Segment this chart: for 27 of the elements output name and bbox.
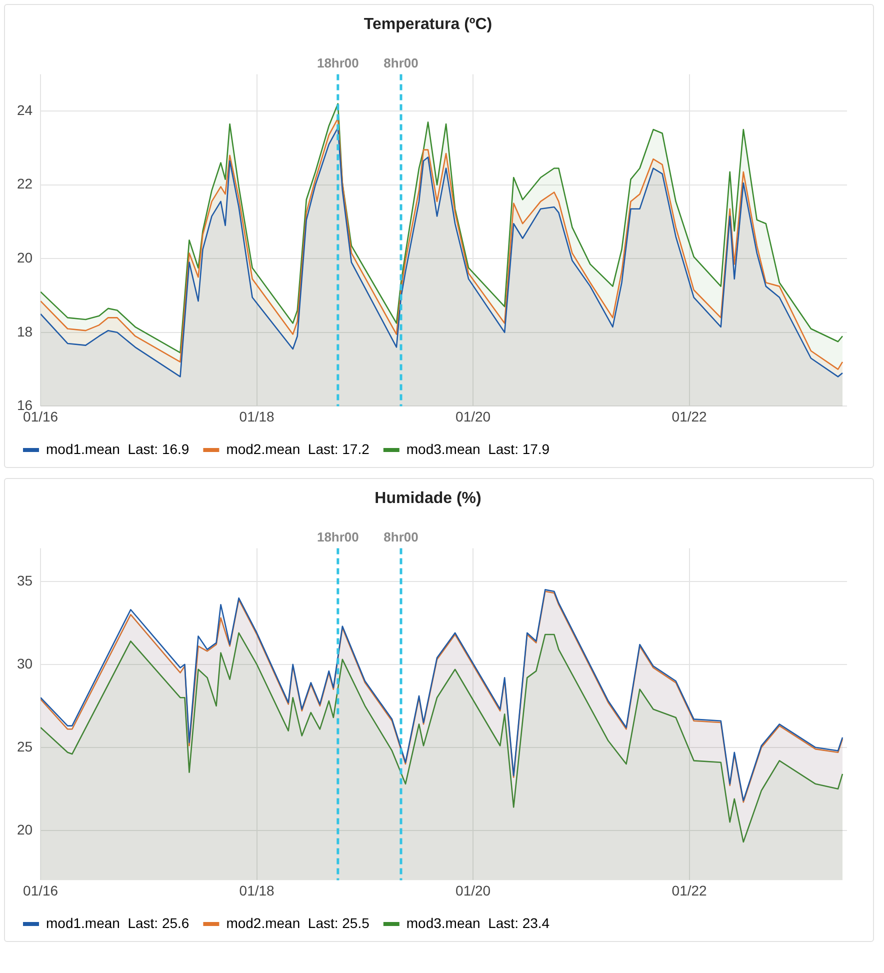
legend-label: mod1.mean Last: 25.6 (46, 914, 190, 931)
legend-label: mod3.mean Last: 17.9 (406, 440, 550, 457)
x-tick-label: 01/20 (456, 882, 491, 898)
y-tick-label: 30 (16, 655, 33, 672)
x-tick-label: 01/22 (672, 408, 708, 424)
chart-title: Humidade (%) (374, 490, 482, 508)
y-tick-label: 18 (16, 323, 33, 340)
legend-label: mod2.mean Last: 17.2 (226, 440, 370, 457)
x-tick-label: 01/22 (672, 882, 708, 898)
y-tick-label: 35 (16, 572, 33, 588)
x-tick-label: 01/20 (456, 408, 491, 424)
x-tick-label: 01/18 (239, 882, 275, 898)
y-tick-label: 20 (16, 821, 33, 838)
chart-title: Temperatura (ºC) (364, 16, 492, 34)
x-tick-label: 01/16 (23, 882, 58, 898)
y-tick-label: 22 (16, 176, 33, 192)
ref-line-label: 18hr00 (316, 55, 359, 70)
y-tick-label: 25 (16, 738, 33, 754)
legend-label: mod1.mean Last: 16.9 (46, 440, 190, 457)
legend-label: mod3.mean Last: 23.4 (406, 914, 550, 931)
ref-line-label: 8hr00 (384, 529, 418, 544)
legend-label: mod2.mean Last: 25.5 (226, 914, 370, 931)
ref-line-label: 18hr00 (316, 529, 359, 544)
ref-line-label: 8hr00 (384, 55, 418, 70)
x-tick-label: 01/18 (239, 408, 275, 424)
y-tick-label: 20 (16, 250, 33, 266)
y-tick-label: 24 (16, 102, 33, 118)
